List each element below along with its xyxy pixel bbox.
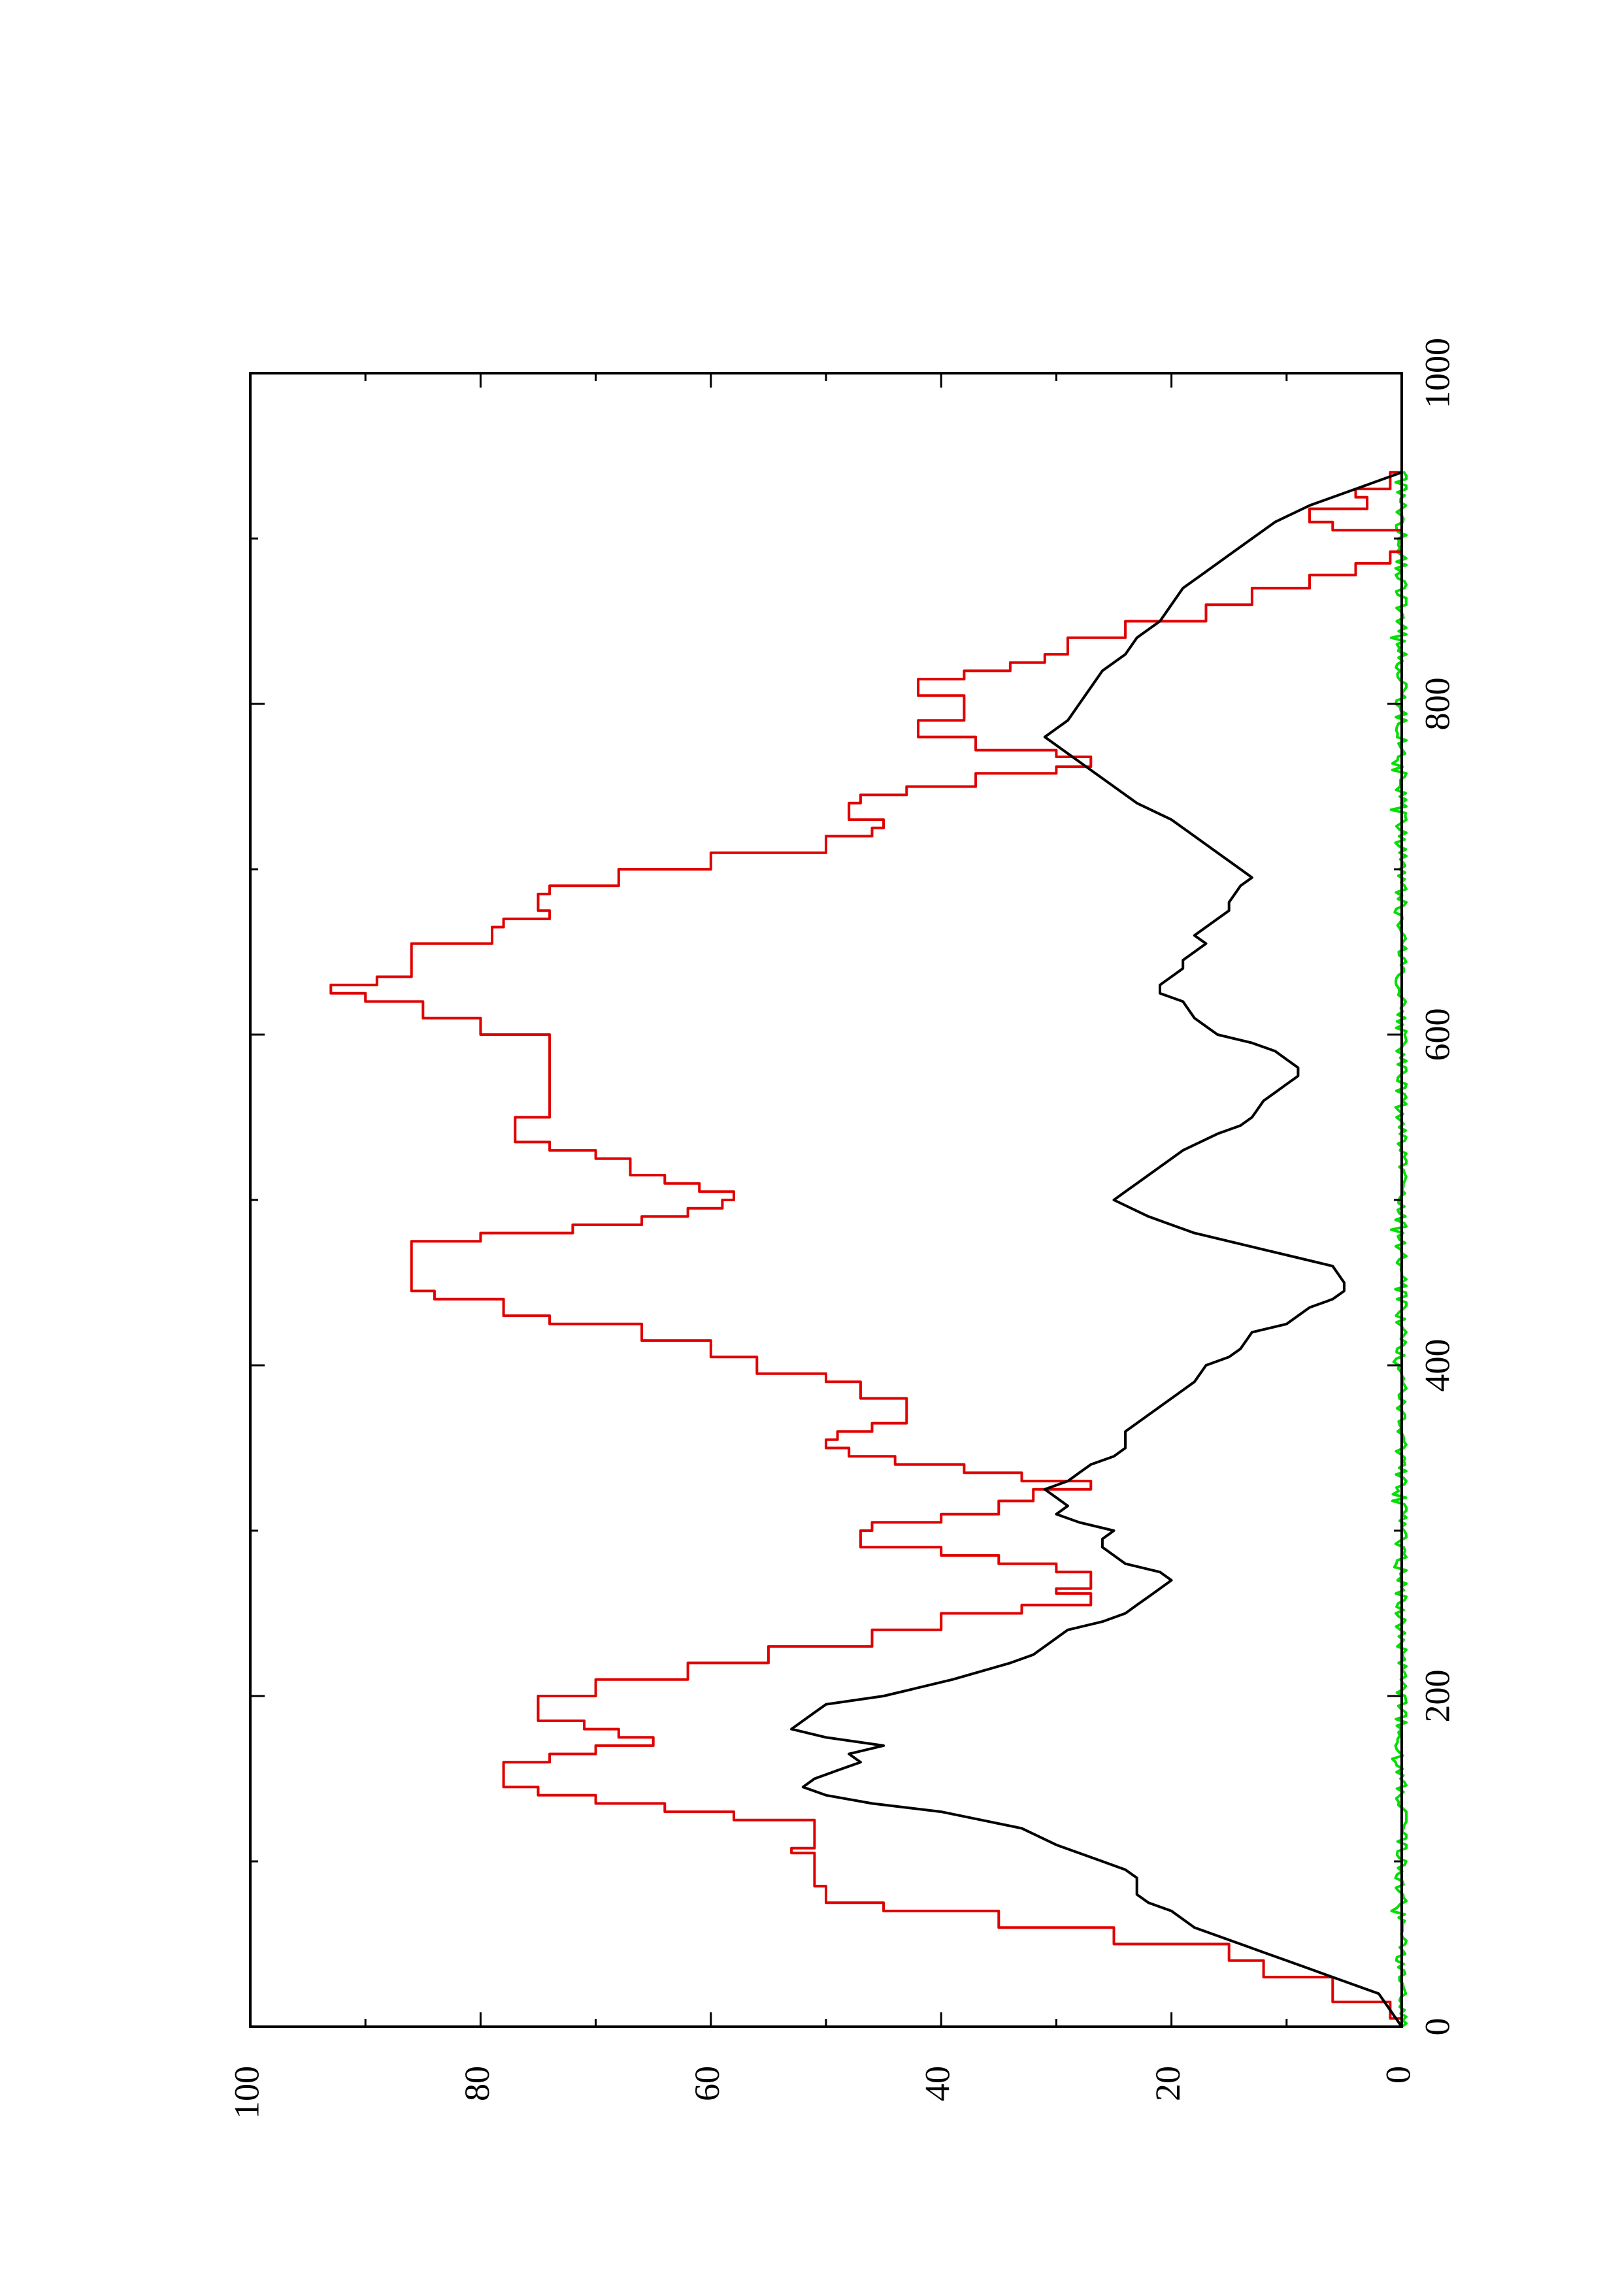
y-tick-label: 0 [1378,2066,1417,2084]
series-line-1 [790,471,1403,2028]
series-line-0 [329,471,1403,2028]
x-tick-label: 1000 [1417,338,1457,408]
y-tick-label: 20 [1148,2066,1187,2101]
plot-frame [249,372,1403,2028]
x-tick-label: 400 [1417,1339,1457,1392]
x-tick-label: 200 [1417,1670,1457,1723]
y-tick-label: 60 [687,2066,727,2101]
x-tick-label: 0 [1417,2018,1457,2036]
y-tick-label: 40 [918,2066,957,2101]
series-line-2 [1389,471,1408,2028]
y-tick-label: 100 [227,2066,266,2119]
x-tick-label: 600 [1417,1008,1457,1061]
x-tick-label: 800 [1417,678,1457,731]
y-tick-label: 80 [457,2066,497,2101]
plot-area: 0 200 400 600 800 1000 0 20 40 60 80 100 [227,338,1457,2119]
